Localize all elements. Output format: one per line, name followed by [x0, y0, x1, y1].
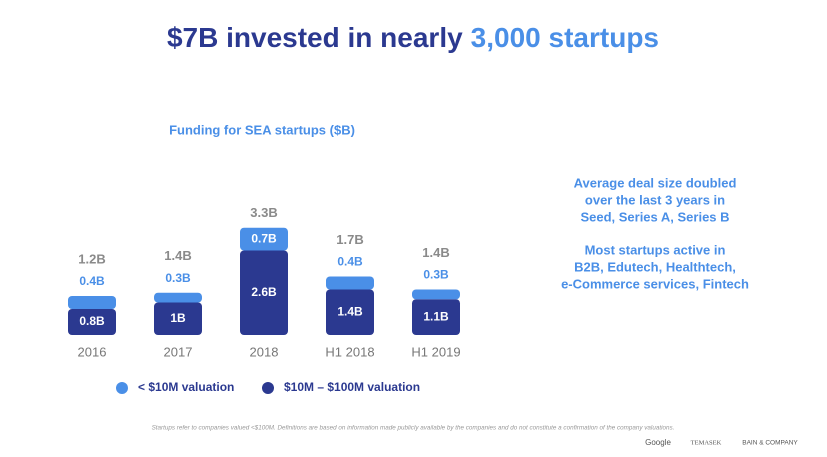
value-label: 1B: [170, 311, 186, 325]
value-label: 0.3B: [423, 268, 449, 282]
title-highlight: 3,000 startups: [471, 22, 659, 53]
annotation-line: B2B, Edutech, Healthtech,: [574, 259, 736, 274]
annotation-line: Average deal size doubled: [574, 175, 737, 190]
bar-segment: [68, 296, 116, 309]
value-label: 1.1B: [423, 309, 449, 323]
x-tick-label: 2017: [164, 344, 193, 359]
x-tick-label: 2018: [250, 344, 279, 359]
bar-segment: [412, 299, 460, 335]
x-tick-label: H1 2018: [325, 344, 374, 359]
total-label: 1.7B: [336, 232, 363, 247]
bar-segment: [326, 276, 374, 290]
annotation-line: Seed, Series A, Series B: [580, 209, 729, 224]
logo: TEMASEK: [691, 439, 722, 446]
value-label: 0.7B: [251, 231, 277, 245]
x-tick-label: H1 2019: [411, 344, 460, 359]
total-label: 1.2B: [78, 251, 105, 266]
legend-marker: [262, 382, 274, 394]
bar-segment: [68, 309, 116, 335]
logo: Google: [645, 438, 671, 447]
bar-segment: [240, 227, 288, 251]
footnote: Startups refer to companies valued <$100…: [152, 425, 675, 432]
total-label: 1.4B: [164, 248, 191, 263]
bar-segment: [240, 250, 288, 335]
annotation-line: e-Commerce services, Fintech: [561, 276, 749, 291]
logo: BAIN & COMPANY: [742, 440, 798, 447]
legend-label: $10M – $100M valuation: [284, 380, 420, 394]
chart-subtitle: Funding for SEA startups ($B): [169, 122, 355, 137]
value-label: 2.6B: [251, 285, 277, 299]
title-text: $7B invested in nearly: [167, 22, 463, 53]
slide-title: $7B invested in nearly 3,000 startups: [167, 22, 659, 53]
value-label: 0.3B: [165, 271, 191, 285]
legend-label: < $10M valuation: [138, 380, 234, 394]
x-tick-label: 2016: [78, 344, 107, 359]
value-label: 1.4B: [337, 304, 363, 318]
bar-segment: [154, 292, 202, 303]
annotation-line: over the last 3 years in: [585, 192, 725, 207]
value-label: 0.8B: [79, 314, 105, 328]
value-label: 0.4B: [79, 274, 105, 288]
bar-segment: [154, 302, 202, 335]
bar-segment: [412, 289, 460, 300]
legend-marker: [116, 382, 128, 394]
value-label: 0.4B: [337, 255, 363, 269]
bar-segment: [326, 289, 374, 335]
annotation-line: Most startups active in: [585, 242, 726, 257]
total-label: 1.4B: [422, 245, 449, 260]
total-label: 3.3B: [250, 205, 277, 220]
